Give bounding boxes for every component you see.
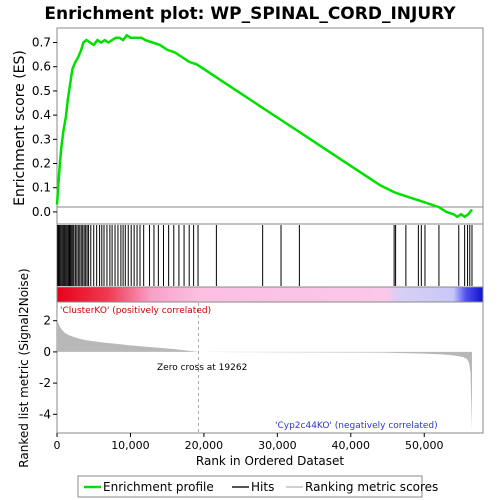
legend-profile-label: Enrichment profile	[103, 480, 214, 494]
es-y-tick-label: 0.6	[32, 60, 51, 74]
metric-y-axis-label: Ranked list metric (Signal2Noise)	[17, 268, 31, 467]
metric-panel-frame	[56, 301, 484, 434]
x-tick-label: 30,000	[258, 439, 297, 452]
metric-y-tick-label: 2	[43, 314, 51, 328]
x-tick-label: 0	[54, 439, 61, 452]
x-tick-label: 50,000	[405, 439, 444, 452]
metric-x-ticks: 0 10,000 20,000 30,000 40,000 50,000	[54, 433, 444, 452]
es-y-tick-label: 0.4	[32, 108, 51, 122]
x-tick-label: 40,000	[332, 439, 371, 452]
es-y-tick-label: 0.0	[32, 205, 51, 219]
hit-markers	[57, 225, 473, 286]
es-y-ticks: 0.0 0.1 0.2 0.3 0.4 0.5 0.6 0.7	[32, 36, 57, 219]
es-panel-frame	[56, 27, 484, 225]
metric-y-tick-label: -4	[39, 407, 51, 421]
x-axis-label: Rank in Ordered Dataset	[196, 454, 344, 468]
es-y-tick-label: 0.3	[32, 132, 51, 146]
negative-correlation-label: 'Cyp2c44KO' (negatively correlated)	[275, 421, 438, 431]
es-y-axis-label: Enrichment score (ES)	[12, 50, 28, 206]
chart-title: Enrichment plot: WP_SPINAL_CORD_INJURY	[44, 4, 456, 24]
es-y-tick-label: 0.5	[32, 84, 51, 98]
enrichment-profile-line	[55, 33, 473, 219]
positive-correlation-label: 'ClusterKO' (positively correlated)	[60, 306, 211, 316]
x-tick-label: 20,000	[185, 439, 224, 452]
es-y-tick-label: 0.7	[32, 36, 51, 50]
metric-y-ticks: -4 -2 0 2	[39, 314, 57, 421]
es-y-tick-label: 0.2	[32, 157, 51, 171]
legend-metric-label: Ranking metric scores	[305, 480, 438, 494]
zero-cross-label: Zero cross at 19262	[157, 363, 247, 373]
metric-y-tick-label: 0	[43, 345, 51, 359]
legend-hits-label: Hits	[251, 480, 274, 494]
rank-color-bar	[56, 286, 484, 303]
legend-box	[77, 475, 423, 498]
es-y-tick-label: 0.1	[32, 181, 51, 195]
metric-y-tick-label: -2	[39, 376, 51, 390]
x-tick-label: 10,000	[111, 439, 150, 452]
